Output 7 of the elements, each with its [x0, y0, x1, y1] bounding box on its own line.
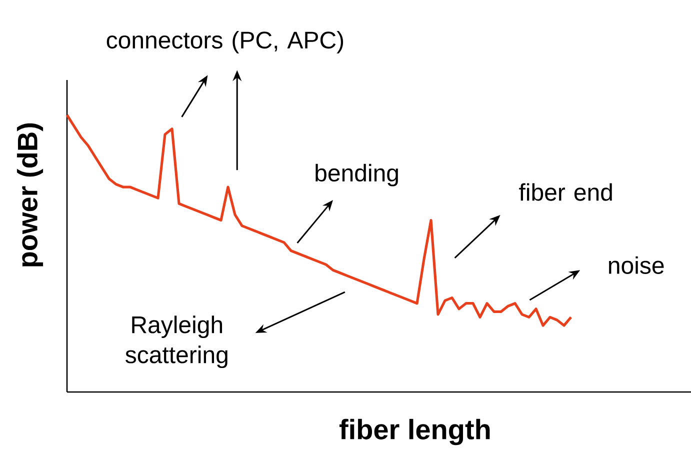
y-axis-title: power (dB)	[16, 123, 44, 266]
annotation: bending	[316, 164, 398, 186]
annotation: fiber end	[519, 183, 612, 201]
text: connectors (PC, APC)	[106, 30, 344, 54]
text: noise	[609, 256, 664, 274]
x-axis-title: fiber length	[339, 418, 490, 446]
annotation: Rayleigh scattering	[126, 316, 228, 368]
